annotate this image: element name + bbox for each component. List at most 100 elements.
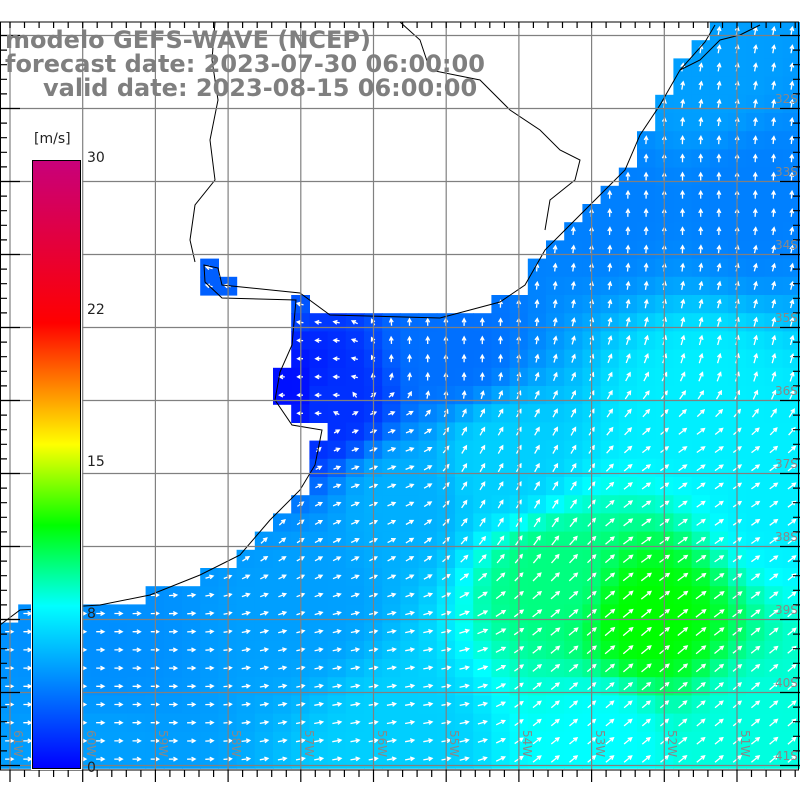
wind-arrow [622, 626, 634, 637]
wind-arrow [714, 518, 725, 526]
wind-arrow [425, 390, 431, 399]
wind-arrow [388, 410, 396, 416]
wind-arrow [716, 171, 722, 181]
wind-arrow [680, 316, 686, 327]
wind-arrow [752, 171, 758, 181]
wind-arrow [752, 116, 758, 126]
wind-arrow [714, 700, 724, 709]
wind-arrow [642, 408, 651, 418]
wind-arrow [350, 519, 360, 525]
wind-arrow [643, 135, 649, 145]
wind-arrow [241, 756, 252, 762]
wind-arrow [696, 500, 706, 508]
wind-arrow [497, 481, 504, 491]
wind-arrow [698, 62, 704, 72]
wind-arrow [789, 25, 795, 36]
wind-arrow [533, 517, 541, 528]
wind-arrow [716, 153, 722, 163]
wind-arrow [332, 483, 342, 489]
wind-arrow [387, 429, 396, 434]
wind-arrow [641, 663, 652, 673]
wind-arrow [277, 756, 288, 762]
wind-arrow [750, 627, 761, 636]
wind-arrow [695, 608, 707, 618]
wind-arrow [696, 409, 706, 418]
wind-arrow [643, 189, 649, 199]
wind-arrow [680, 244, 685, 254]
wind-arrow [789, 244, 795, 254]
wind-arrow [406, 410, 414, 416]
wind-arrow [698, 334, 704, 346]
wind-arrow [769, 555, 779, 563]
wind-arrow [498, 335, 503, 345]
wind-arrow [769, 591, 779, 599]
wind-arrow [569, 499, 577, 509]
wind-arrow [569, 517, 578, 528]
wind-arrow [753, 298, 758, 309]
wind-arrow [459, 701, 470, 707]
wind-arrow [714, 464, 724, 472]
wind-arrow [423, 738, 434, 744]
wind-arrow [678, 409, 687, 418]
wind-arrow [771, 316, 777, 327]
wind-arrow [750, 645, 761, 654]
wind-arrow [404, 738, 416, 744]
wind-arrow [604, 663, 616, 673]
wind-arrow [205, 683, 215, 689]
wind-arrow [405, 501, 415, 507]
wind-arrow [568, 663, 579, 673]
wind-arrow [461, 408, 467, 418]
wind-arrow [278, 556, 287, 562]
wind-arrow [643, 226, 649, 236]
wind-arrow [624, 427, 633, 436]
wind-arrow [570, 298, 576, 309]
wind-arrow [552, 244, 558, 254]
wind-arrow [752, 98, 758, 108]
wind-arrow [697, 390, 705, 400]
wind-arrow [495, 665, 507, 671]
wind-arrow [750, 663, 761, 672]
lat-label: 34S [775, 238, 798, 252]
wind-arrow [388, 372, 394, 381]
wind-arrow [534, 408, 540, 418]
wind-arrow [425, 371, 431, 381]
wind-arrow [769, 718, 779, 727]
wind-arrow [625, 226, 631, 236]
wind-arrow [751, 464, 761, 472]
wind-arrow [698, 262, 704, 272]
wind-arrow [698, 98, 704, 108]
wind-arrow [623, 536, 634, 545]
wind-arrow [259, 647, 270, 653]
wind-arrow [205, 629, 215, 635]
wind-arrow [260, 537, 268, 544]
wind-arrow [5, 665, 15, 671]
wind-arrow [714, 645, 725, 655]
wind-arrow [278, 592, 288, 598]
wind-arrow [132, 611, 142, 616]
wind-arrow [241, 683, 252, 689]
wind-arrow [714, 663, 725, 673]
wind-arrow [260, 574, 269, 580]
wind-arrow [607, 298, 613, 309]
wind-arrow [606, 426, 614, 436]
wind-arrow [461, 444, 468, 454]
wind-arrow [569, 736, 579, 745]
wind-arrow [132, 720, 142, 726]
wind-arrow [771, 208, 776, 217]
wind-arrow [314, 592, 324, 598]
wind-arrow [479, 517, 486, 527]
wind-arrow [570, 280, 576, 290]
wind-arrow [678, 700, 688, 709]
wind-arrow [168, 720, 179, 726]
wind-arrow [643, 208, 649, 217]
wind-arrow [150, 611, 160, 616]
wind-arrow [751, 445, 761, 454]
wind-arrow [550, 609, 561, 618]
wind-arrow [479, 499, 486, 509]
wind-arrow [114, 683, 124, 689]
wind-arrow [423, 465, 433, 471]
wind-arrow [23, 756, 33, 762]
wind-arrow [750, 682, 761, 691]
wind-arrow [459, 665, 471, 671]
wind-arrow [698, 116, 704, 127]
